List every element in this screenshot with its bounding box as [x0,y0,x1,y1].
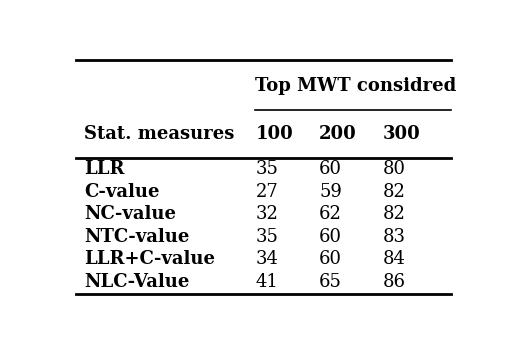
Text: 27: 27 [255,183,278,201]
Text: 60: 60 [319,228,342,246]
Text: 35: 35 [255,228,279,246]
Text: 62: 62 [319,205,342,223]
Text: LLR: LLR [84,160,125,178]
Text: 82: 82 [383,183,406,201]
Text: NC-value: NC-value [84,205,176,223]
Text: NLC-Value: NLC-Value [84,273,190,291]
Text: Stat. measures: Stat. measures [84,125,234,143]
Text: 100: 100 [255,125,293,143]
Text: 32: 32 [255,205,279,223]
Text: 59: 59 [319,183,342,201]
Text: 86: 86 [383,273,406,291]
Text: C-value: C-value [84,183,160,201]
Text: 300: 300 [383,125,420,143]
Text: LLR+C-value: LLR+C-value [84,250,215,268]
Text: 35: 35 [255,160,279,178]
Text: 65: 65 [319,273,342,291]
Text: 84: 84 [383,250,406,268]
Text: Top MWT considred: Top MWT considred [255,77,457,95]
Text: 34: 34 [255,250,279,268]
Text: 60: 60 [319,250,342,268]
Text: 200: 200 [319,125,357,143]
Text: 60: 60 [319,160,342,178]
Text: 41: 41 [255,273,279,291]
Text: 83: 83 [383,228,406,246]
Text: 82: 82 [383,205,406,223]
Text: 80: 80 [383,160,406,178]
Text: NTC-value: NTC-value [84,228,190,246]
